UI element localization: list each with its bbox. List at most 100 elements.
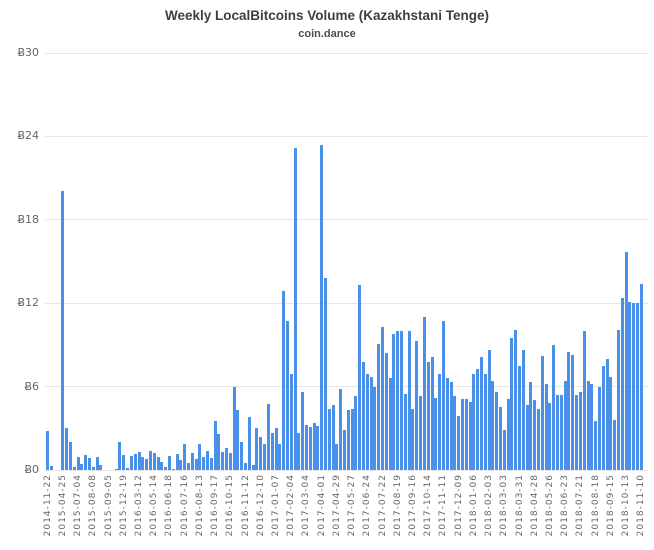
volume-bar[interactable] [175, 454, 179, 470]
volume-bar[interactable] [160, 462, 164, 470]
volume-bar[interactable] [278, 444, 282, 470]
volume-bar[interactable] [342, 430, 346, 470]
volume-bar[interactable] [164, 467, 168, 470]
volume-bar[interactable] [590, 384, 594, 470]
volume-bar[interactable] [609, 377, 613, 470]
volume-bar[interactable] [289, 374, 293, 470]
volume-bar[interactable] [346, 410, 350, 470]
volume-bar[interactable] [339, 389, 343, 470]
volume-bar[interactable] [537, 409, 541, 470]
volume-bar[interactable] [225, 448, 229, 470]
volume-bar[interactable] [99, 465, 103, 470]
volume-bar[interactable] [69, 442, 73, 470]
volume-bar[interactable] [620, 298, 624, 470]
volume-bar[interactable] [472, 374, 476, 470]
volume-bar[interactable] [460, 399, 464, 470]
volume-bar[interactable] [540, 356, 544, 470]
volume-bar[interactable] [91, 467, 95, 470]
volume-bar[interactable] [240, 442, 244, 470]
volume-bar[interactable] [422, 317, 426, 470]
volume-bar[interactable] [468, 402, 472, 470]
volume-bar[interactable] [221, 452, 225, 470]
volume-bar[interactable] [133, 454, 137, 470]
volume-bar[interactable] [156, 457, 160, 470]
volume-bar[interactable] [373, 387, 377, 470]
volume-bar[interactable] [575, 395, 579, 470]
volume-bar[interactable] [529, 382, 533, 470]
volume-bar[interactable] [186, 463, 190, 470]
volume-bar[interactable] [251, 465, 255, 470]
volume-bar[interactable] [464, 399, 468, 470]
volume-bar[interactable] [533, 400, 537, 470]
volume-bar[interactable] [635, 303, 639, 470]
volume-bar[interactable] [247, 417, 251, 470]
volume-bar[interactable] [122, 455, 126, 470]
volume-bar[interactable] [487, 350, 491, 470]
volume-bar[interactable] [358, 285, 362, 470]
volume-bar[interactable] [263, 444, 267, 470]
volume-bar[interactable] [316, 426, 320, 470]
volume-bar[interactable] [510, 338, 514, 470]
volume-bar[interactable] [145, 459, 149, 470]
volume-bar[interactable] [320, 145, 324, 470]
volume-bar[interactable] [213, 421, 217, 470]
volume-bar[interactable] [495, 392, 499, 470]
volume-bar[interactable] [521, 350, 525, 470]
volume-bar[interactable] [84, 455, 88, 470]
volume-bar[interactable] [457, 416, 461, 470]
volume-bar[interactable] [415, 341, 419, 470]
volume-bar[interactable] [350, 409, 354, 470]
volume-bar[interactable] [616, 330, 620, 470]
volume-bar[interactable] [179, 460, 183, 470]
volume-bar[interactable] [171, 469, 175, 470]
volume-bar[interactable] [381, 327, 385, 470]
volume-bar[interactable] [129, 456, 133, 470]
volume-bar[interactable] [559, 395, 563, 470]
volume-bar[interactable] [190, 453, 194, 470]
volume-bar[interactable] [202, 457, 206, 470]
volume-bar[interactable] [392, 334, 396, 470]
volume-bar[interactable] [639, 284, 643, 470]
volume-bar[interactable] [244, 463, 248, 470]
volume-bar[interactable] [624, 252, 628, 470]
volume-bar[interactable] [274, 428, 278, 470]
volume-bar[interactable] [217, 434, 221, 470]
volume-bar[interactable] [491, 381, 495, 470]
volume-bar[interactable] [323, 278, 327, 470]
volume-bar[interactable] [605, 359, 609, 470]
volume-bar[interactable] [365, 374, 369, 470]
volume-bar[interactable] [72, 467, 76, 470]
volume-bar[interactable] [453, 396, 457, 470]
volume-bar[interactable] [95, 457, 99, 470]
volume-bar[interactable] [396, 331, 400, 470]
volume-bar[interactable] [327, 409, 331, 470]
volume-bar[interactable] [76, 457, 80, 470]
volume-bar[interactable] [369, 377, 373, 470]
volume-bar[interactable] [80, 464, 84, 470]
volume-bar[interactable] [377, 344, 381, 470]
volume-bar[interactable] [506, 399, 510, 470]
volume-bar[interactable] [88, 458, 92, 470]
volume-bar[interactable] [304, 425, 308, 470]
volume-bar[interactable] [148, 451, 152, 470]
volume-bar[interactable] [308, 427, 312, 470]
volume-bar[interactable] [297, 433, 301, 470]
volume-bar[interactable] [331, 405, 335, 470]
volume-bar[interactable] [567, 352, 571, 470]
volume-bar[interactable] [514, 330, 518, 470]
volume-bar[interactable] [46, 431, 50, 470]
volume-bar[interactable] [335, 444, 339, 470]
volume-bar[interactable] [209, 458, 213, 470]
volume-bar[interactable] [403, 394, 407, 470]
volume-bar[interactable] [65, 428, 69, 470]
volume-bar[interactable] [293, 148, 297, 470]
volume-bar[interactable] [411, 409, 415, 470]
volume-bar[interactable] [407, 331, 411, 470]
volume-bar[interactable] [582, 331, 586, 470]
volume-bar[interactable] [571, 355, 575, 470]
volume-bar[interactable] [114, 469, 118, 470]
volume-bar[interactable] [498, 407, 502, 470]
volume-bar[interactable] [228, 453, 232, 470]
volume-bar[interactable] [270, 433, 274, 470]
volume-bar[interactable] [552, 345, 556, 470]
